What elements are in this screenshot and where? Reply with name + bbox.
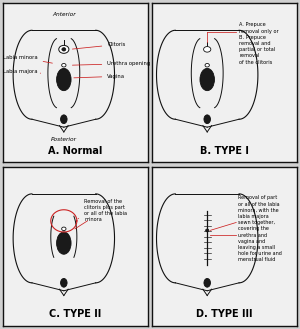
Ellipse shape	[204, 47, 211, 52]
Ellipse shape	[57, 68, 71, 91]
Text: Clitoris: Clitoris	[72, 42, 126, 49]
Text: C. TYPE II: C. TYPE II	[49, 309, 101, 319]
Text: D. TYPE III: D. TYPE III	[196, 309, 253, 319]
Text: A. Prepuce
removal only or
B. Prepuce
removal and
partial or total
removal
of th: A. Prepuce removal only or B. Prepuce re…	[239, 22, 279, 64]
Text: Removal of part
or all of the labia
minora, with the
labia majora
sewn together,: Removal of part or all of the labia mino…	[238, 195, 281, 263]
Ellipse shape	[200, 68, 214, 91]
Ellipse shape	[59, 45, 69, 53]
Ellipse shape	[204, 278, 211, 287]
Ellipse shape	[62, 227, 66, 231]
Text: Anterior: Anterior	[52, 12, 76, 17]
Text: Labia minora: Labia minora	[3, 55, 52, 63]
Ellipse shape	[206, 229, 209, 232]
Text: A. Normal: A. Normal	[48, 146, 103, 156]
Text: Removal of the
clitoris plus part
or all of the labia
minora: Removal of the clitoris plus part or all…	[78, 199, 127, 222]
Ellipse shape	[62, 48, 66, 51]
Ellipse shape	[204, 115, 211, 124]
Text: Urethra opening: Urethra opening	[72, 61, 151, 66]
Ellipse shape	[57, 232, 71, 254]
Text: B. TYPE I: B. TYPE I	[200, 146, 249, 156]
Ellipse shape	[61, 278, 67, 287]
Text: Labia majora: Labia majora	[3, 69, 41, 74]
Ellipse shape	[61, 115, 67, 124]
Ellipse shape	[62, 63, 66, 67]
Text: Posterior: Posterior	[51, 138, 77, 142]
Text: Vagina: Vagina	[74, 74, 125, 79]
Ellipse shape	[205, 63, 209, 67]
